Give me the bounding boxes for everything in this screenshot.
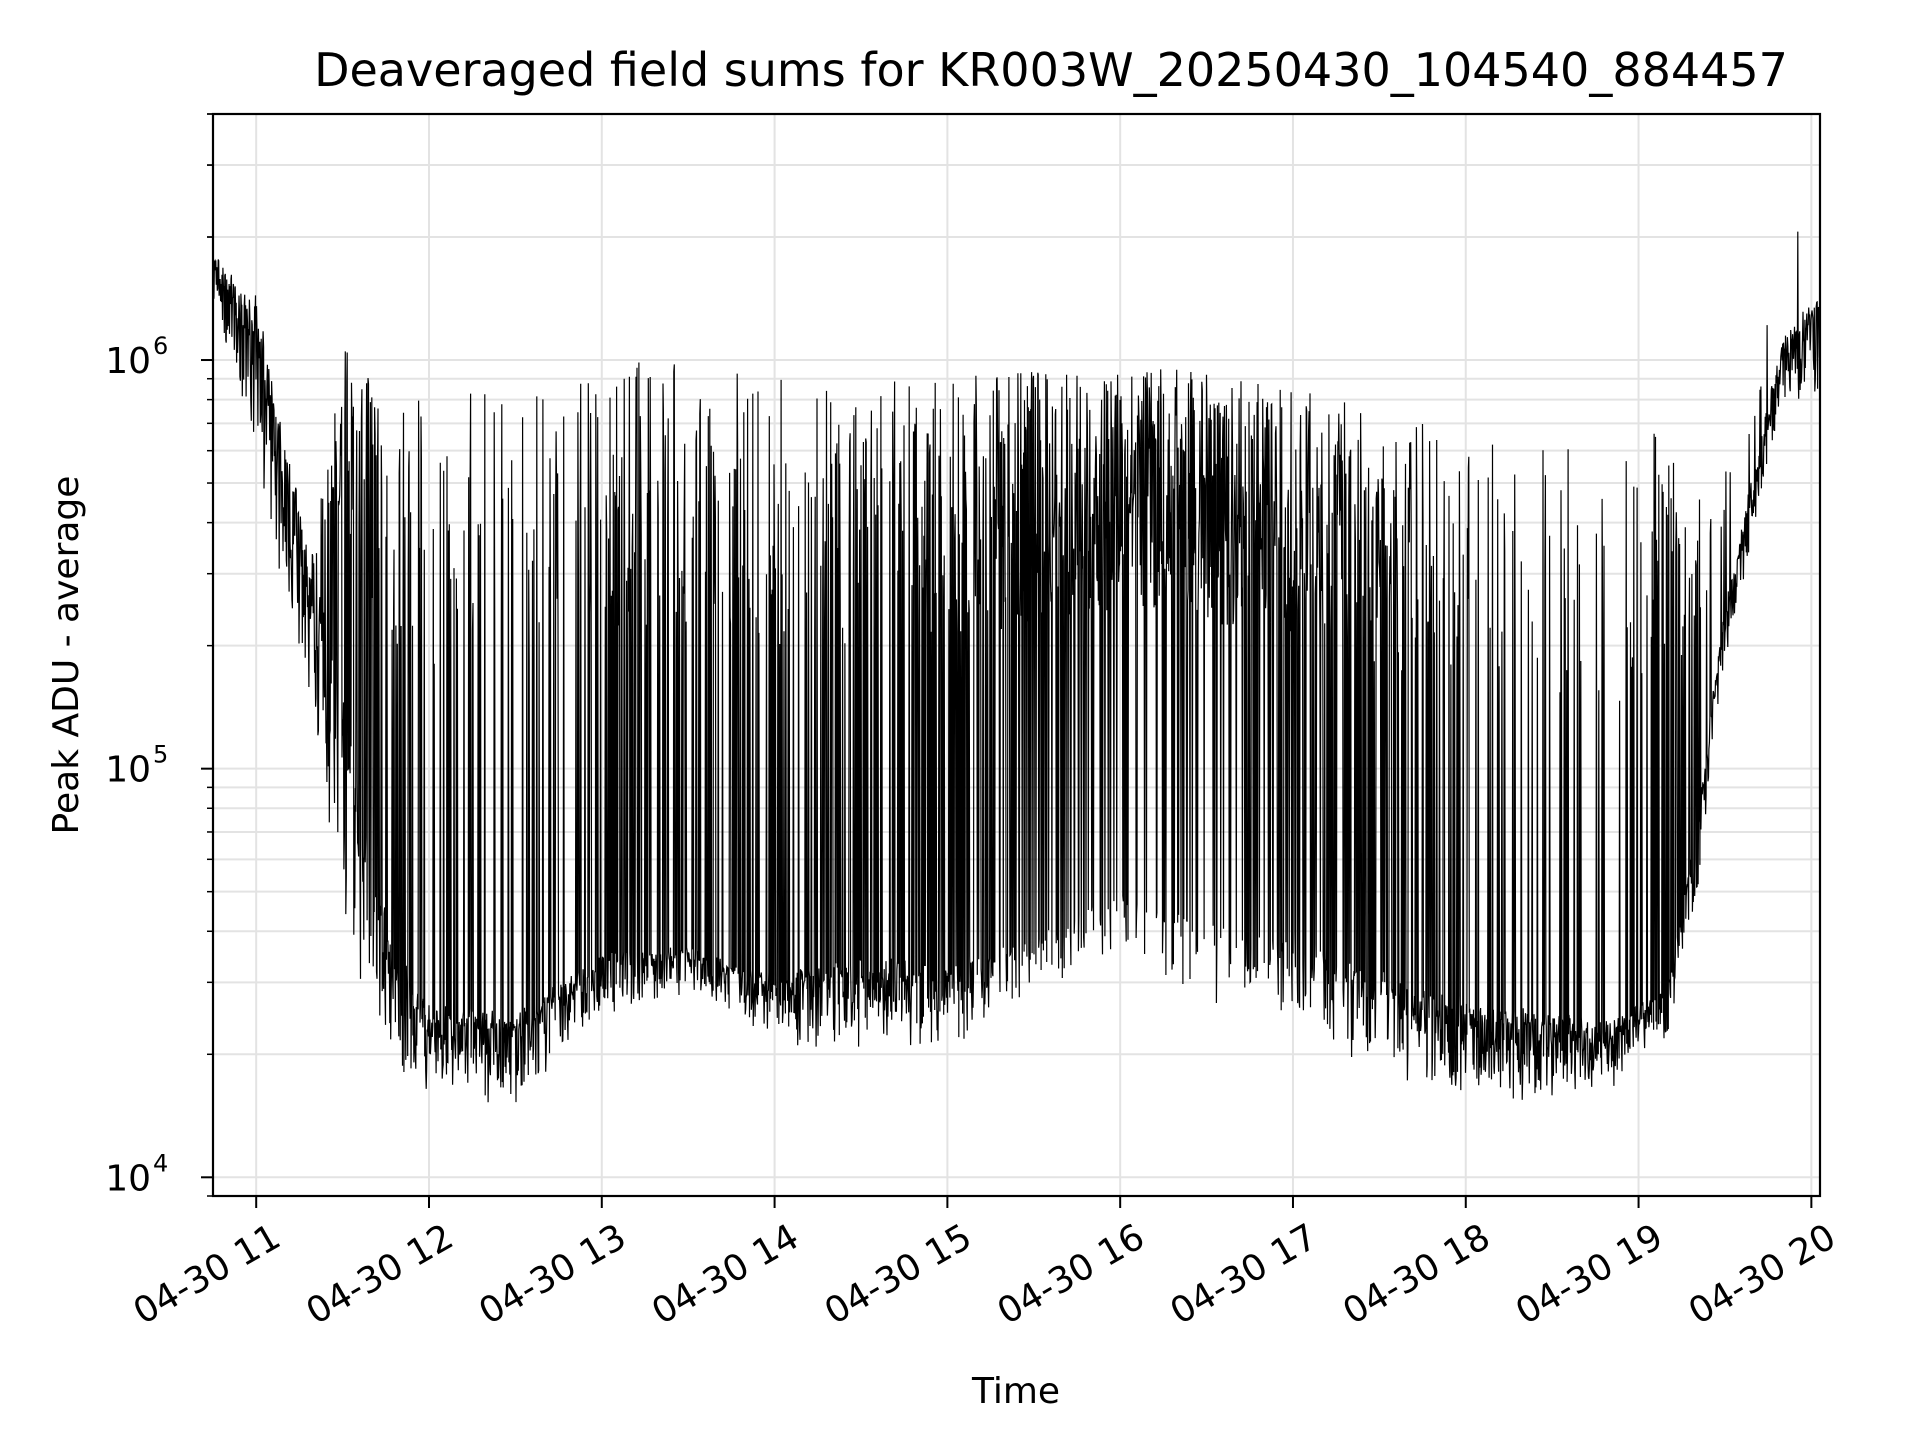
y-tick-exponent: 6	[153, 332, 168, 360]
x-axis-ticks: 04-30 11 04-30 12 04-30 13 04-30 14 04-30 15…	[127, 1196, 1843, 1333]
x-tick-label: 04-30 16	[991, 1216, 1152, 1332]
x-tick-label: 04-30 14	[645, 1216, 806, 1332]
y-tick-label: 10	[105, 1158, 151, 1199]
x-tick-label: 04-30 18	[1336, 1216, 1497, 1332]
series-line	[213, 231, 1820, 1103]
y-tick-exponent: 4	[153, 1149, 168, 1177]
x-tick-label: 04-30 11	[127, 1216, 288, 1332]
x-axis-label: Time	[971, 1371, 1060, 1412]
plot-frame	[211, 112, 1822, 1198]
y-tick-label: 10	[105, 341, 151, 382]
x-tick-label: 04-30 20	[1682, 1216, 1843, 1332]
y-tick-label: 10	[105, 750, 151, 791]
series-layer	[213, 231, 1820, 1103]
chart-title: Deaveraged field sums for KR003W_2025043…	[314, 43, 1788, 97]
x-tick-label: 04-30 15	[818, 1216, 979, 1332]
x-tick-label: 04-30 12	[300, 1216, 461, 1332]
x-tick-label: 04-30 13	[472, 1216, 633, 1332]
x-tick-label: 04-30 19	[1509, 1216, 1670, 1332]
y-tick-exponent: 5	[153, 741, 168, 769]
x-tick-label: 04-30 17	[1164, 1216, 1325, 1332]
y-axis-label: Peak ADU - average	[46, 476, 87, 835]
